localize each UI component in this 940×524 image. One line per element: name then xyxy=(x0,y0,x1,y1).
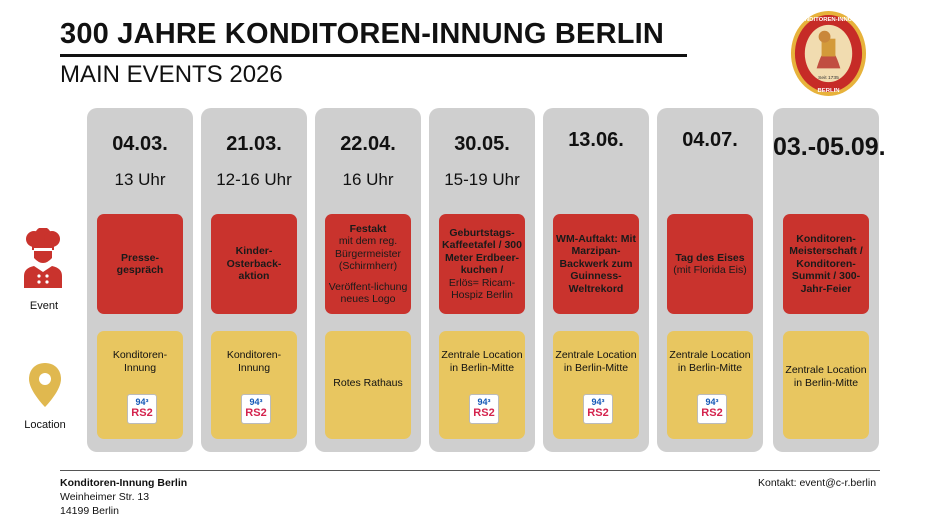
location-text: Zentrale Location in Berlin-Mitte xyxy=(785,364,867,389)
footer-rule xyxy=(60,470,880,471)
event-detail: Erlös= Ricam-Hospiz Berlin xyxy=(448,276,516,302)
event-date: 03.-05.09. xyxy=(773,133,886,161)
location-text: Zentrale Location in Berlin-Mitte xyxy=(555,349,637,374)
event-box: Kinder-Osterback-aktion xyxy=(211,214,297,314)
event-column: 04.07. Tag des Eises (mit Florida Eis) Zent… xyxy=(657,108,763,452)
guild-logo: Seit 1735 BERLIN KONDITOREN-INNUNG xyxy=(790,11,867,96)
event-date: 04.07. xyxy=(682,129,738,151)
rs2-logo-bottom: RS2 xyxy=(131,407,153,419)
logo-arc: KONDITOREN-INNUNG xyxy=(796,17,861,23)
location-text: Konditoren-Innung xyxy=(112,349,168,374)
location-box: Konditoren-Innung 94³ RS2 xyxy=(97,331,183,439)
event-date: 30.05. xyxy=(454,133,510,155)
rs2-logo-bottom: RS2 xyxy=(473,407,495,419)
location-text: Zentrale Location in Berlin-Mitte xyxy=(441,349,523,374)
event-title: Kinder-Osterback-aktion xyxy=(226,245,282,283)
rs2-radio-logo: 94³ RS2 xyxy=(583,394,613,424)
event-box: Konditoren-Meisterschaft / Konditoren-Su… xyxy=(783,214,869,314)
event-title: Tag des Eises xyxy=(675,251,745,264)
event-box: Festakt mit dem reg. Bürgermeister (Schir… xyxy=(325,214,411,314)
logo-city: BERLIN xyxy=(818,88,840,94)
event-column: 13.06. WM-Auftakt: Mit Marzipan-Backwerk … xyxy=(543,108,649,452)
event-title: Festakt xyxy=(349,222,387,235)
rs2-logo-top: 94³ xyxy=(705,397,719,407)
event-detail: (mit Florida Eis) xyxy=(673,264,747,276)
rs2-logo-top: 94³ xyxy=(591,397,605,407)
event-title: Konditoren-Meisterschaft / Konditoren-Su… xyxy=(789,232,863,295)
event-column: 30.05. 15-19 Uhr Geburtstags-Kaffeetafel /… xyxy=(429,108,535,452)
location-box: Zentrale Location in Berlin-Mitte 94³ RS2 xyxy=(553,331,639,439)
title: 300 JAHRE KONDITOREN-INNUNG BERLIN xyxy=(60,18,665,50)
location-text: Zentrale Location in Berlin-Mitte xyxy=(669,349,751,374)
event-column: 21.03. 12-16 Uhr Kinder-Osterback-aktion Ko… xyxy=(201,108,307,452)
event-box: Presse-gespräch xyxy=(97,214,183,314)
event-extra: Veröffent-lichung neues Logo xyxy=(328,280,408,306)
location-box: Rotes Rathaus xyxy=(325,331,411,439)
subtitle: MAIN EVENTS 2026 xyxy=(60,61,283,88)
event-detail: mit dem reg. Bürgermeister (Schirmherr) xyxy=(335,235,401,272)
event-legend-label: Event xyxy=(29,300,59,312)
rs2-logo-top: 94³ xyxy=(249,397,263,407)
event-box: Geburtstags-Kaffeetafel / 300 Meter Erdb… xyxy=(439,214,525,314)
rs2-logo-bottom: RS2 xyxy=(587,407,609,419)
footer-city: 14199 Berlin xyxy=(60,505,119,517)
event-title: Geburtstags-Kaffeetafel / 300 Meter Erdb… xyxy=(442,226,522,277)
footer-contact: Kontakt: event@c-r.berlin xyxy=(758,477,877,489)
event-column: 04.03. 13 Uhr Presse-gespräch Konditoren-In… xyxy=(87,108,193,452)
event-date: 22.04. xyxy=(340,133,396,155)
event-time: 16 Uhr xyxy=(342,170,394,189)
event-time: 13 Uhr xyxy=(114,170,166,189)
event-box: WM-Auftakt: Mit Marzipan-Backwerk zum Gu… xyxy=(553,214,639,314)
rs2-logo-bottom: RS2 xyxy=(701,407,723,419)
event-date: 13.06. xyxy=(568,129,624,151)
event-column: 03.-05.09. Konditoren-Meisterschaft / Kon… xyxy=(773,108,886,452)
rs2-radio-logo: 94³ RS2 xyxy=(127,394,157,424)
location-box: Konditoren-Innung 94³ RS2 xyxy=(211,331,297,439)
rs2-logo-top: 94³ xyxy=(135,397,149,407)
footer-street: Weinheimer Str. 13 xyxy=(60,491,150,503)
location-box: Zentrale Location in Berlin-Mitte xyxy=(783,331,869,439)
rs2-logo-bottom: RS2 xyxy=(245,407,267,419)
location-box: Zentrale Location in Berlin-Mitte 94³ RS2 xyxy=(439,331,525,439)
logo-since: Seit 1735 xyxy=(818,75,839,81)
event-title: Presse-gespräch xyxy=(116,251,164,277)
chef-icon xyxy=(24,228,62,288)
map-pin-icon xyxy=(29,363,61,407)
title-underline xyxy=(60,54,687,57)
event-time: 15-19 Uhr xyxy=(444,170,520,189)
rs2-radio-logo: 94³ RS2 xyxy=(697,394,727,424)
location-text: Rotes Rathaus xyxy=(333,377,403,389)
event-date: 21.03. xyxy=(226,133,282,155)
location-box: Zentrale Location in Berlin-Mitte 94³ RS2 xyxy=(667,331,753,439)
event-column: 22.04. 16 Uhr Festakt mit dem reg. Bürgerme… xyxy=(315,108,421,452)
location-legend-label: Location xyxy=(24,419,66,431)
rs2-logo-top: 94³ xyxy=(477,397,491,407)
event-time: 12-16 Uhr xyxy=(216,170,292,189)
event-title: WM-Auftakt: Mit Marzipan-Backwerk zum Gu… xyxy=(556,232,636,295)
footer-org: Konditoren-Innung Berlin xyxy=(60,477,188,489)
event-date: 04.03. xyxy=(112,133,168,155)
event-box: Tag des Eises (mit Florida Eis) xyxy=(667,214,753,314)
location-text: Konditoren-Innung xyxy=(226,349,282,374)
rs2-radio-logo: 94³ RS2 xyxy=(469,394,499,424)
rs2-radio-logo: 94³ RS2 xyxy=(241,394,271,424)
